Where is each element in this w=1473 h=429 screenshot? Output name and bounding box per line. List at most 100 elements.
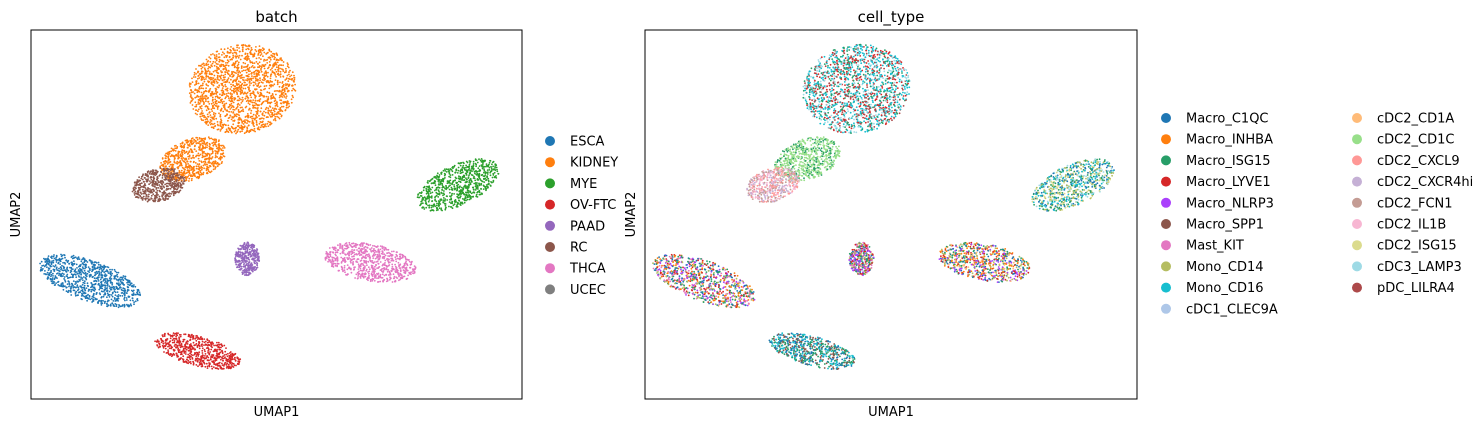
scatter-point [257, 54, 259, 56]
scatter-point [364, 250, 366, 253]
scatter-point [276, 115, 278, 118]
scatter-point [230, 78, 232, 81]
scatter-point [399, 255, 402, 258]
scatter-point [202, 62, 205, 65]
scatter-point [205, 62, 208, 65]
scatter-point [262, 120, 264, 123]
scatter-point [274, 56, 276, 59]
scatter-point [183, 170, 186, 173]
scatter-point [367, 272, 370, 275]
scatter-point [396, 251, 398, 254]
scatter-point [400, 276, 403, 279]
scatter-point [274, 99, 277, 102]
scatter-point [249, 89, 251, 92]
scatter-point [254, 75, 257, 78]
scatter-point [491, 176, 494, 179]
scatter-point [387, 261, 390, 264]
scatter-point [227, 47, 229, 50]
scatter-point [195, 142, 198, 145]
scatter-point [248, 131, 251, 134]
scatter-point [222, 85, 225, 88]
scatter-point [456, 172, 459, 174]
scatter-point [232, 90, 235, 93]
scatter-point [180, 144, 183, 147]
scatter-point [246, 91, 249, 94]
scatter-point [266, 122, 269, 125]
scatter-point [478, 158, 480, 161]
scatter-point [223, 100, 225, 103]
scatter-point [168, 171, 171, 173]
scatter-point [259, 121, 262, 123]
scatter-point [210, 108, 213, 111]
scatter-point [214, 95, 217, 98]
scatter-point [268, 87, 271, 90]
scatter-point [213, 79, 216, 81]
scatter-point [261, 47, 264, 49]
scatter-point [396, 257, 399, 260]
scatter-point [334, 262, 337, 265]
scatter-point [461, 177, 464, 180]
scatter-point [442, 185, 444, 188]
scatter-point [351, 246, 354, 249]
scatter-point [448, 175, 450, 178]
scatter-point [250, 96, 253, 99]
scatter-point [248, 84, 251, 86]
scatter-point [233, 88, 236, 90]
scatter-point [223, 78, 226, 81]
scatter-point [274, 79, 277, 81]
scatter-point [269, 84, 272, 86]
scatter-point [190, 149, 193, 152]
scatter-point [207, 96, 210, 99]
scatter-point [168, 150, 171, 153]
scatter-point [252, 245, 255, 248]
scatter-point [204, 97, 207, 100]
scatter-point [386, 278, 389, 281]
scatter-point [241, 261, 244, 263]
scatter-point [472, 191, 475, 194]
scatter-point [205, 78, 207, 80]
scatter-point [183, 152, 186, 155]
scatter-point [214, 143, 217, 146]
scatter-point [434, 184, 437, 187]
scatter-point [358, 266, 360, 268]
scatter-point [276, 111, 279, 114]
scatter-point [169, 163, 172, 166]
scatter-point [475, 165, 477, 168]
scatter-point [427, 180, 429, 182]
scatter-point [255, 50, 258, 53]
scatter-point [139, 184, 142, 187]
scatter-point [256, 256, 259, 258]
scatter-point [253, 62, 256, 64]
scatter-point [373, 267, 375, 270]
scatter-point [245, 71, 248, 74]
scatter-point [131, 190, 134, 193]
scatter-point [335, 254, 337, 257]
scatter-point [256, 99, 259, 102]
scatter-point [366, 246, 369, 249]
scatter-point [231, 81, 234, 84]
scatter-point [214, 69, 217, 72]
scatter-point [271, 113, 273, 115]
scatter-point [460, 189, 463, 191]
scatter-point [368, 270, 371, 273]
scatter-point [207, 100, 210, 103]
scatter-point [187, 163, 190, 165]
scatter-point [218, 112, 220, 115]
scatter-point [327, 255, 329, 258]
scatter-point [174, 188, 177, 190]
scatter-point [252, 77, 254, 80]
scatter-point [159, 165, 162, 168]
scatter-point [253, 66, 256, 69]
scatter-point [217, 163, 220, 166]
scatter-point [246, 113, 249, 115]
scatter-point [213, 92, 216, 95]
scatter-point [237, 108, 240, 111]
scatter-point [389, 276, 391, 279]
scatter-point [334, 251, 337, 254]
scatter-point [237, 80, 240, 83]
scatter-point [282, 61, 285, 63]
scatter-point [146, 173, 148, 176]
scatter-point [236, 266, 239, 268]
scatter-point [221, 101, 224, 103]
scatter-point [276, 53, 278, 56]
